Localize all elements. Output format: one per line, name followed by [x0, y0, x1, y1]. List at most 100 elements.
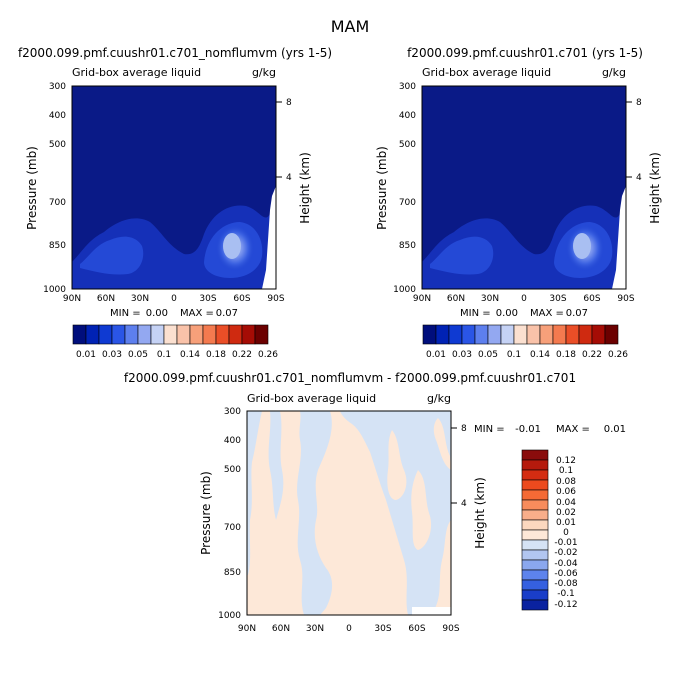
panel-2-xtick-label: 30N [481, 294, 499, 304]
panel-1-colorbar [72, 324, 269, 345]
panel-2-yrtick-label: 8 [636, 98, 642, 108]
panel-3-colorbar [521, 449, 549, 611]
panel-2-xtick-label: 90N [413, 294, 431, 304]
panel-3-negative-region [297, 411, 333, 615]
panel-3-ytick-label: 850 [224, 568, 241, 578]
panel-1-x-ticks: 90N 60N 30N 0 30S 60S 90S [63, 294, 285, 304]
panel-3-ylabel: Pressure (mb) [199, 471, 213, 555]
panel-3-colorbar-label: -0.06 [554, 569, 578, 579]
panel-2-min-label: MIN = [460, 308, 491, 319]
panel-3-xtick-label: 60N [272, 624, 290, 634]
panel-1-xtick-label: 60S [233, 294, 250, 304]
panel-2-colorbar-label: 0.14 [530, 350, 550, 360]
panel-3-colorbar-label: -0.08 [554, 579, 578, 589]
colorbar-swatch [176, 324, 191, 345]
panel-2-xtick-label: 60S [583, 294, 600, 304]
panel-3-xtick-label: 30N [306, 624, 324, 634]
colorbar-swatch [435, 324, 450, 345]
panel-3-colorbar-labels: 0.12 0.1 0.08 0.06 0.04 0.02 0.01 0 -0.0… [554, 456, 578, 610]
colorbar-swatch [521, 459, 549, 471]
panel-3-negative-region [247, 411, 262, 575]
panel-2-x-ticks: 90N 60N 30N 0 30S 60S 90S [413, 294, 635, 304]
panel-1-ytick-label: 400 [49, 111, 66, 121]
panel-1-xtick-label: 30N [131, 294, 149, 304]
panel-3-colorbar-label: -0.02 [554, 548, 577, 558]
panel-2-max-value: 0.07 [566, 308, 588, 319]
panel-1-ylabel: Pressure (mb) [25, 146, 39, 230]
panel-3-topography-mask [412, 607, 451, 615]
colorbar-swatch [422, 324, 437, 345]
panel-1-colorbar-label: 0.14 [180, 350, 200, 360]
panel-3-ytick-label: 300 [224, 407, 241, 417]
colorbar-swatch [565, 324, 580, 345]
panel-3-x-ticks: 90N 60N 30N 0 30S 60S 90S [238, 624, 460, 634]
colorbar-swatch [578, 324, 593, 345]
colorbar-swatch [72, 324, 87, 345]
panel-2-colorbar-label: 0.18 [556, 350, 576, 360]
panel-1-ytick-label: 1000 [43, 285, 66, 295]
panel-1-contour-mid [80, 222, 263, 278]
colorbar-swatch [521, 579, 549, 591]
colorbar-swatch [526, 324, 541, 345]
panel-1-ylabel-right: Height (km) [298, 152, 312, 223]
panel-3-y-ticks: 300 400 500 700 850 1000 [218, 407, 241, 621]
panel-1: f2000.099.pmf.cuushr01.c701_nomflumvm (y… [18, 46, 332, 360]
panel-1-title: f2000.099.pmf.cuushr01.c701_nomflumvm (y… [18, 46, 332, 60]
panel-1-y-right-ticks: 8 4 [276, 98, 292, 183]
colorbar-swatch [189, 324, 204, 345]
colorbar-swatch [202, 324, 217, 345]
panel-2-xtick-label: 90S [617, 294, 634, 304]
panel-2-ytick-label: 400 [399, 111, 416, 121]
panel-3-positive-region [433, 418, 451, 470]
panel-2-xtick-label: 0 [521, 294, 527, 304]
panel-1-ytick-label: 850 [49, 241, 66, 251]
panel-3-colorbar-label: 0.08 [556, 477, 576, 487]
panel-2-ytick-label: 700 [399, 198, 416, 208]
colorbar-swatch [98, 324, 113, 345]
colorbar-swatch [111, 324, 126, 345]
colorbar-swatch [552, 324, 567, 345]
panel-1-topography-mask [262, 186, 276, 289]
panel-1-xtick-label: 90S [267, 294, 284, 304]
panel-2-contour-mid [430, 222, 613, 278]
colorbar-swatch [215, 324, 230, 345]
panel-3-xtick-label: 90S [442, 624, 459, 634]
panel-3-colorbar-label: 0.01 [556, 518, 576, 528]
colorbar-swatch [521, 549, 549, 561]
panel-3-xtick-label: 30S [374, 624, 391, 634]
panel-3-yrtick-label: 8 [461, 424, 467, 434]
colorbar-swatch [521, 509, 549, 521]
panel-2-y-right-ticks: 8 4 [626, 98, 642, 183]
colorbar-swatch [448, 324, 463, 345]
panel-2-max-label: MAX = [530, 308, 564, 319]
colorbar-swatch [461, 324, 476, 345]
panel-1-y-ticks: 300 400 500 700 850 1000 [43, 82, 66, 295]
colorbar-swatch [228, 324, 243, 345]
panel-1-xtick-label: 30S [199, 294, 216, 304]
panel-2-colorbar-label: 0.03 [452, 350, 472, 360]
colorbar-swatch [513, 324, 528, 345]
colorbar-swatch [521, 519, 549, 531]
panel-3-colorbar-label: 0.02 [556, 508, 576, 518]
panel-1-ytick-label: 700 [49, 198, 66, 208]
panel-3-xtick-label: 90N [238, 624, 256, 634]
colorbar-swatch [521, 599, 549, 611]
colorbar-swatch [539, 324, 554, 345]
panel-3-ytick-label: 400 [224, 436, 241, 446]
panel-3-colorbar-label: -0.12 [554, 600, 577, 610]
panel-2-colorbar [422, 324, 619, 345]
colorbar-swatch [137, 324, 152, 345]
panel-3-colorbar-label: -0.1 [557, 589, 575, 599]
panel-3: f2000.099.pmf.cuushr01.c701_nomflumvm - … [124, 371, 626, 634]
panel-3-colorbar-label: 0 [563, 528, 569, 538]
colorbar-swatch [150, 324, 165, 345]
panel-2-xtick-label: 30S [549, 294, 566, 304]
panel-2-ytick-label: 300 [399, 82, 416, 92]
panel-2-ylabel-right: Height (km) [648, 152, 662, 223]
panel-2-subtitle-right: g/kg [602, 66, 626, 79]
colorbar-swatch [521, 589, 549, 601]
panel-3-max-value: 0.01 [604, 424, 626, 435]
panel-2-colorbar-label: 0.05 [478, 350, 498, 360]
panel-2-ytick-label: 500 [399, 140, 416, 150]
panel-1-yrtick-label: 4 [286, 173, 292, 183]
